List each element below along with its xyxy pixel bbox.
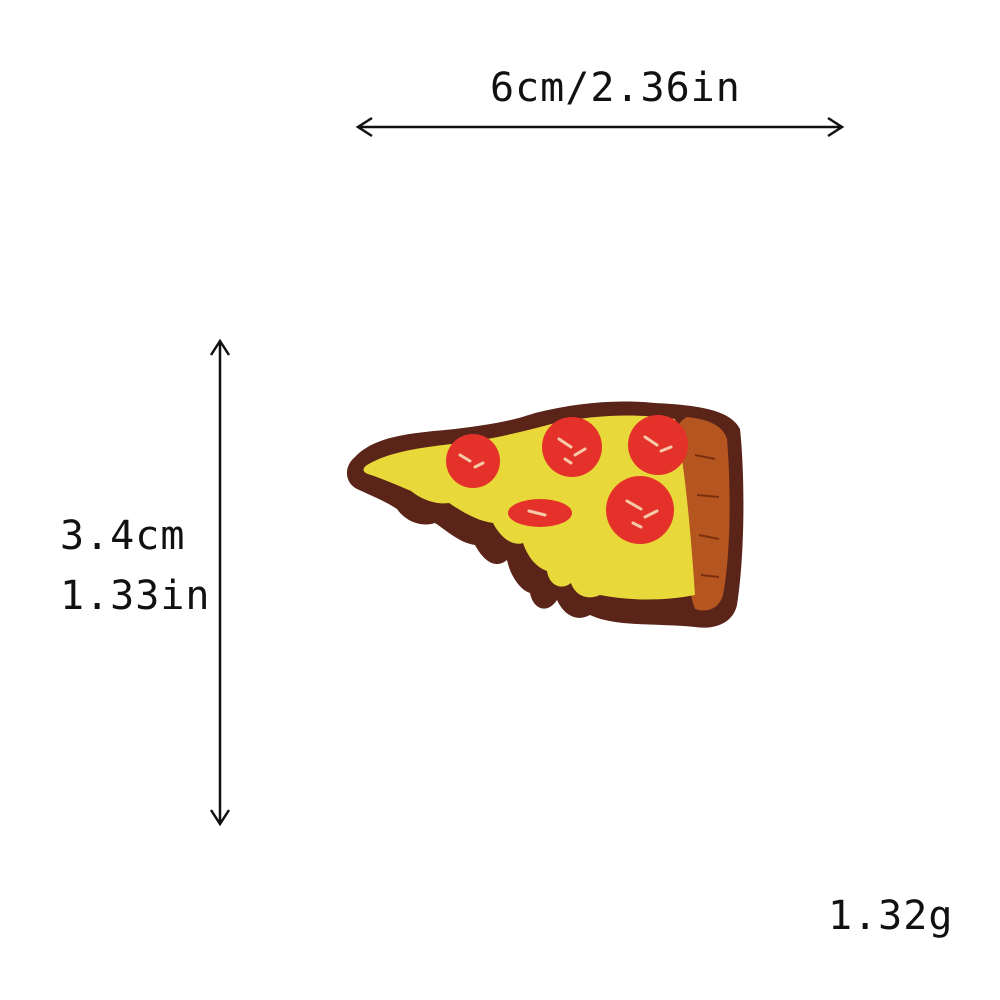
width-arrow <box>355 116 845 138</box>
height-arrow <box>209 338 231 827</box>
pizza-slice-patch-image <box>346 401 744 628</box>
pepperoni-1 <box>446 434 500 488</box>
weight-label: 1.32g <box>828 893 954 939</box>
height-cm-label: 3.4cm <box>60 513 186 559</box>
height-in-label: 1.33in <box>60 573 211 619</box>
width-label: 6cm/2.36in <box>490 65 741 111</box>
